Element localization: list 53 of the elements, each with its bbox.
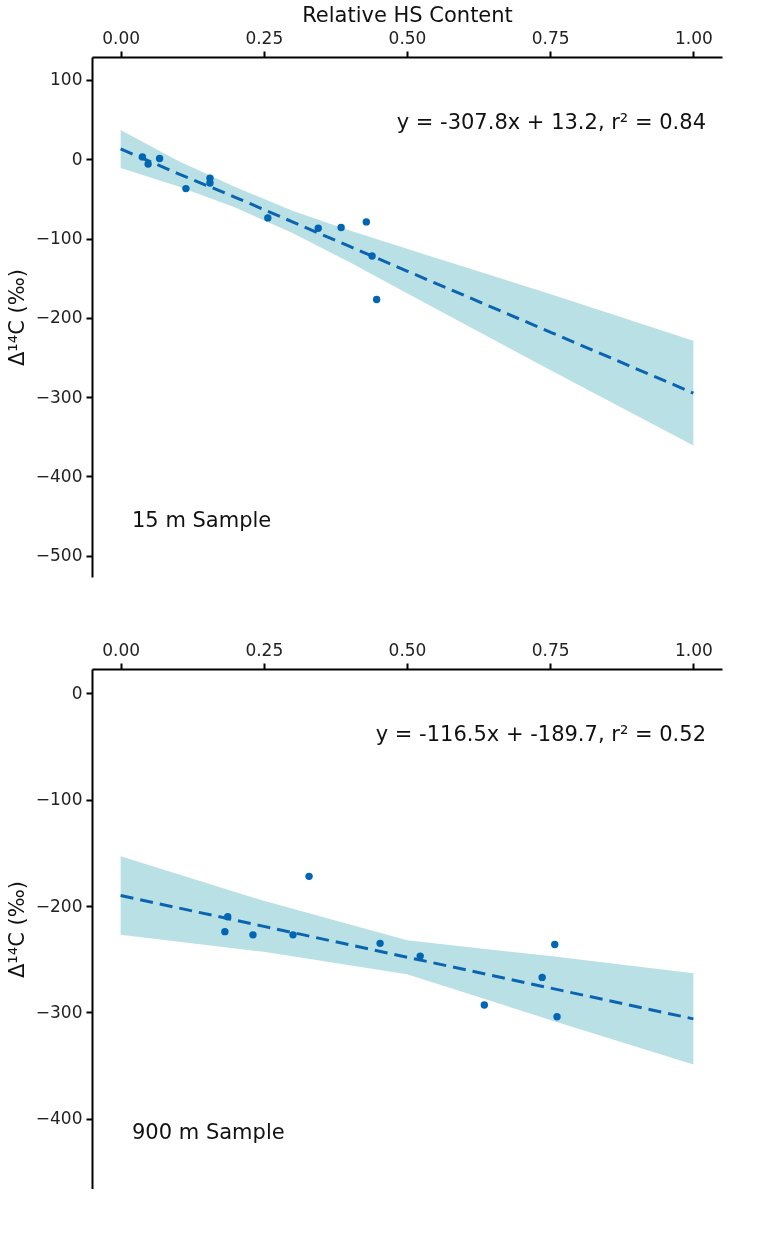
point bbox=[376, 939, 384, 948]
y-tick-label: −200 bbox=[35, 307, 83, 328]
x-tick-label: 0.25 bbox=[245, 639, 284, 660]
point bbox=[480, 1001, 489, 1009]
point bbox=[182, 184, 190, 193]
x-tick-label: 1.00 bbox=[674, 639, 713, 660]
y-tick-label: 0 bbox=[71, 682, 83, 703]
point bbox=[155, 154, 164, 163]
y-axis-title: Δ¹⁴C (‰) bbox=[4, 268, 29, 367]
y-tick-label: −500 bbox=[35, 545, 83, 566]
point bbox=[538, 973, 546, 982]
y-tick-label: −400 bbox=[35, 465, 83, 486]
y-tick-label: 0 bbox=[71, 148, 83, 169]
annotation: 15 m Sample bbox=[132, 508, 272, 532]
point bbox=[289, 931, 297, 939]
x-tick-label: 0.50 bbox=[388, 639, 427, 660]
x-tick-label: 0.75 bbox=[531, 639, 570, 660]
y-axis-title: Δ¹⁴C (‰) bbox=[4, 880, 29, 979]
point bbox=[305, 872, 313, 881]
y-tick-label: −400 bbox=[35, 1108, 83, 1129]
y-tick-label: −300 bbox=[35, 1001, 83, 1022]
line-series bbox=[119, 147, 695, 395]
x-tick-label: 0.00 bbox=[102, 639, 141, 660]
y-tick-label: −100 bbox=[35, 789, 83, 810]
x-tick-label: 0.75 bbox=[531, 27, 570, 48]
x-tick-label: 1.00 bbox=[674, 27, 713, 48]
line-series bbox=[119, 894, 695, 1021]
point bbox=[362, 218, 371, 226]
annotation: 900 m Sample bbox=[132, 1120, 285, 1144]
point bbox=[372, 295, 381, 304]
y-tick-label: −200 bbox=[35, 895, 83, 916]
point bbox=[551, 940, 559, 949]
y-tick-label: −100 bbox=[35, 228, 83, 249]
point bbox=[221, 927, 229, 936]
point bbox=[264, 214, 272, 222]
point bbox=[416, 952, 424, 960]
x-tick-label: 0.50 bbox=[388, 27, 427, 48]
annotation: y = -116.5x + -189.7, r² = 0.52 bbox=[375, 722, 706, 746]
point bbox=[249, 931, 257, 939]
point bbox=[206, 179, 214, 187]
point bbox=[368, 252, 376, 260]
point bbox=[144, 160, 152, 168]
x-tick-label: 0.25 bbox=[245, 27, 284, 48]
point bbox=[314, 224, 322, 232]
y-tick-label: −300 bbox=[35, 386, 83, 407]
point bbox=[553, 1013, 561, 1021]
point bbox=[224, 913, 232, 921]
x-axis-title: Relative HS Content bbox=[302, 2, 513, 27]
x-tick-label: 0.00 bbox=[102, 27, 141, 48]
annotation: y = -307.8x + 13.2, r² = 0.84 bbox=[396, 110, 706, 134]
point bbox=[337, 223, 345, 232]
point bbox=[138, 153, 147, 161]
y-tick-label: 100 bbox=[50, 69, 83, 90]
